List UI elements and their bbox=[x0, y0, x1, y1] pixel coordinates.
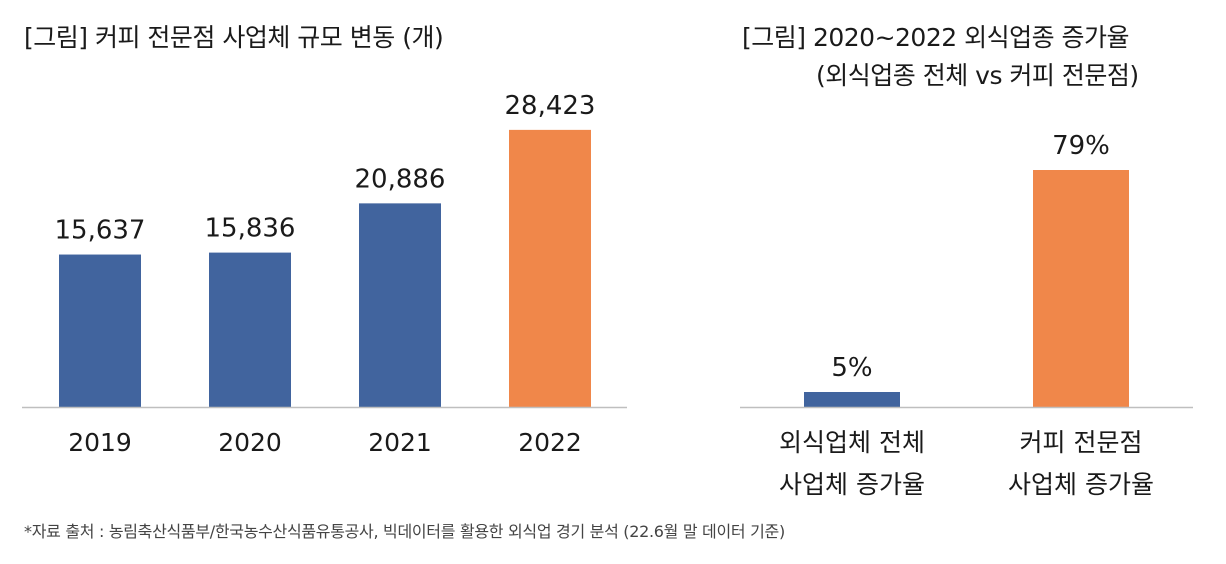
x-tick-label: 사업체 증가율 bbox=[1008, 470, 1154, 499]
x-tick-label: 2022 bbox=[518, 428, 582, 457]
x-tick-label: 외식업체 전체 bbox=[779, 428, 925, 457]
x-tick-label: 2021 bbox=[368, 428, 432, 457]
right-chart-title: [그림] 2020~2022 외식업종 증가율 bbox=[742, 23, 1130, 52]
bar-1-0 bbox=[804, 392, 900, 407]
bar-0-2 bbox=[359, 203, 441, 407]
x-tick-label: 커피 전문점 bbox=[1020, 428, 1143, 457]
bar-1-1 bbox=[1033, 170, 1129, 407]
bar-0-0 bbox=[59, 254, 141, 407]
right-chart-subtitle: (외식업종 전체 vs 커피 전문점) bbox=[816, 61, 1139, 90]
source-footnote: *자료 출처 : 농림축산식품부/한국농수산식품유통공사, 빅데이터를 활용한 … bbox=[24, 522, 785, 541]
x-tick-label: 사업체 증가율 bbox=[779, 470, 925, 499]
data-label: 15,637 bbox=[55, 216, 146, 246]
x-tick-label: 2020 bbox=[218, 428, 282, 457]
data-label: 79% bbox=[1052, 131, 1110, 161]
left-chart-title: [그림] 커피 전문점 사업체 규모 변동 (개) bbox=[24, 23, 444, 52]
x-tick-label: 2019 bbox=[68, 428, 132, 457]
bar-0-1 bbox=[209, 252, 291, 407]
data-label: 28,423 bbox=[505, 91, 596, 121]
data-label: 5% bbox=[831, 353, 872, 383]
bar-0-3 bbox=[509, 129, 591, 408]
data-label: 20,886 bbox=[355, 164, 446, 194]
data-label: 15,836 bbox=[205, 214, 296, 244]
